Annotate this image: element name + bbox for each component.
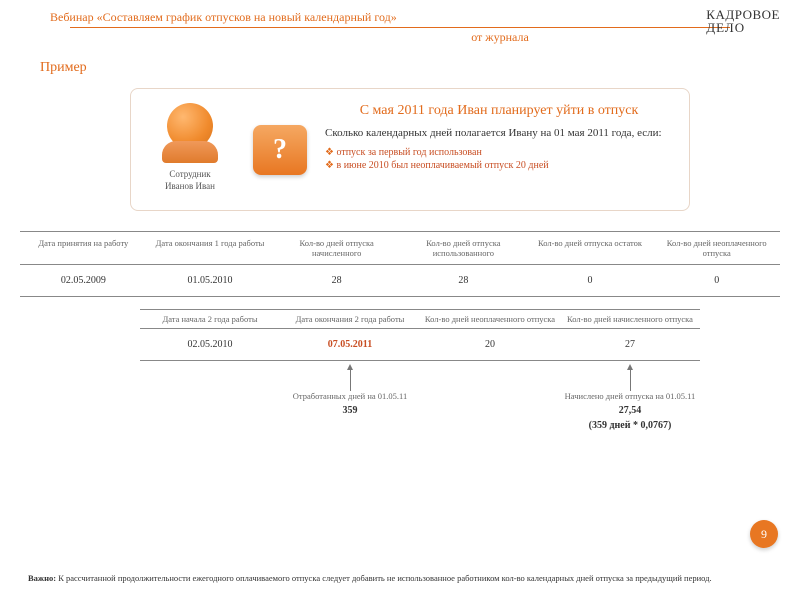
col-header: Дата окончания 1 года работы — [147, 231, 274, 265]
section-heading: Пример — [40, 60, 800, 76]
col-header: Дата окончания 2 года работы — [280, 309, 420, 329]
anno-spacer — [420, 369, 560, 432]
footnote-text: К рассчитанной продолжительности ежегодн… — [56, 573, 712, 583]
scenario-card: Сотрудник Иванов Иван ? С мая 2011 года … — [130, 88, 690, 211]
calculation-annotations: Отработанных дней на 01.05.11 359 Начисл… — [140, 369, 700, 432]
webinar-title: Вебинар «Составляем график отпусков на н… — [50, 10, 780, 25]
anno-formula: (359 дней * 0,0767) — [560, 419, 700, 432]
table-header-row: Дата начала 2 года работы Дата окончания… — [140, 309, 700, 329]
table-row: 02.05.2009 01.05.2010 28 28 0 0 — [20, 265, 780, 297]
cell: 0 — [527, 265, 654, 297]
col-header: Кол-во дней начисленного отпуска — [560, 309, 700, 329]
question-mark-icon: ? — [273, 134, 287, 166]
col-header: Кол-во дней неоплаченного отпуска — [420, 309, 560, 329]
col-header: Кол-во дней отпуска использованного — [400, 231, 527, 265]
arrow-up-icon — [630, 369, 631, 391]
year2-table: Дата начала 2 года работы Дата окончания… — [140, 309, 700, 361]
avatar-icon — [167, 103, 213, 149]
year1-table: Дата принятия на работу Дата окончания 1… — [20, 231, 780, 297]
anno-right: Начислено дней отпуска на 01.05.11 27,54… — [560, 369, 700, 432]
brand-line2: ДЕЛО — [706, 21, 780, 34]
anno-value: 27,54 — [560, 404, 700, 417]
brand-logo: КАДРОВОЕ ДЕЛО — [706, 8, 780, 34]
anno-value: 359 — [280, 404, 420, 417]
anno-left: Отработанных дней на 01.05.11 359 — [280, 369, 420, 432]
table-header-row: Дата принятия на работу Дата окончания 1… — [20, 231, 780, 265]
page-number-badge: 9 — [750, 520, 778, 548]
employee-label: Сотрудник Иванов Иван — [145, 169, 235, 192]
scenario-bullets: отпуск за первый год использован в июне … — [325, 147, 673, 171]
col-header: Кол-во дней отпуска остаток — [527, 231, 654, 265]
anno-label: Отработанных дней на 01.05.11 — [280, 391, 420, 402]
slide-header: КАДРОВОЕ ДЕЛО Вебинар «Составляем график… — [0, 0, 800, 45]
col-header: Кол-во дней неоплаченного отпуска — [653, 231, 780, 265]
cell: 02.05.2010 — [140, 329, 280, 361]
scenario-text: С мая 2011 года Иван планирует уйти в от… — [325, 103, 673, 192]
cell: 28 — [400, 265, 527, 297]
cell: 02.05.2009 — [20, 265, 147, 297]
cell: 20 — [420, 329, 560, 361]
footnote: Важно: К рассчитанной продолжительности … — [28, 573, 730, 584]
col-header: Дата начала 2 года работы — [140, 309, 280, 329]
table-row: 02.05.2010 07.05.2011 20 27 — [140, 329, 700, 361]
cell-highlight: 07.05.2011 — [280, 329, 420, 361]
cell: 01.05.2010 — [147, 265, 274, 297]
cell: 0 — [653, 265, 780, 297]
cell: 27 — [560, 329, 700, 361]
bullet-item: отпуск за первый год использован — [325, 147, 673, 158]
bullet-item: в июне 2010 был неоплачиваемый отпуск 20… — [325, 160, 673, 171]
question-box: ? — [253, 125, 307, 175]
webinar-subtitle: от журнала — [220, 30, 780, 45]
footnote-label: Важно: — [28, 573, 56, 583]
employee-block: Сотрудник Иванов Иван — [145, 103, 235, 192]
anno-spacer — [140, 369, 280, 432]
scenario-question: Сколько календарных дней полагается Иван… — [325, 127, 673, 141]
anno-label: Начислено дней отпуска на 01.05.11 — [560, 391, 700, 402]
col-header: Кол-во дней отпуска начисленного — [273, 231, 400, 265]
arrow-up-icon — [350, 369, 351, 391]
header-divider — [70, 27, 730, 28]
scenario-title: С мая 2011 года Иван планирует уйти в от… — [325, 103, 673, 119]
col-header: Дата принятия на работу — [20, 231, 147, 265]
cell: 28 — [273, 265, 400, 297]
